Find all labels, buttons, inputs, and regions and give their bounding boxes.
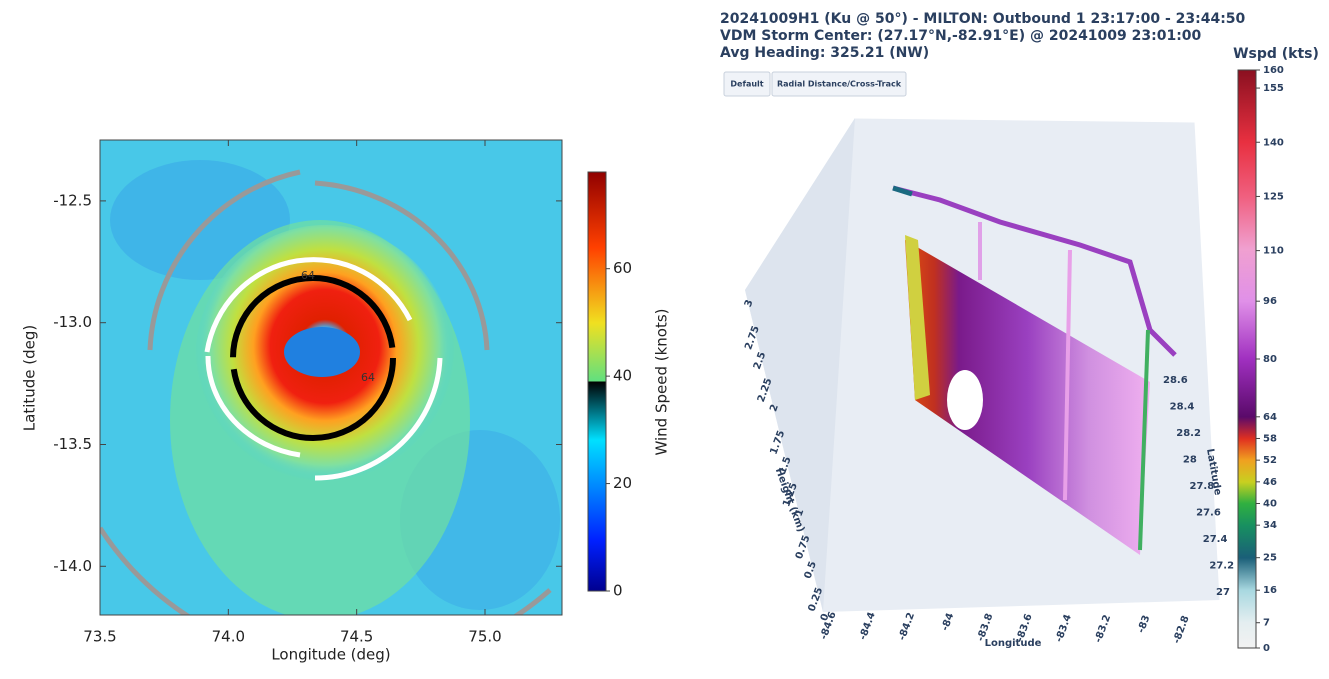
y-tick-label: -13.5 [53, 435, 92, 453]
colorbar-tick-label: 0 [613, 582, 623, 600]
colorbar-tick-label: 80 [1263, 354, 1277, 365]
view-button-label[interactable]: Default [730, 80, 763, 89]
colorbar-tick-label: 16 [1263, 585, 1277, 596]
x-tick-label: 74.5 [340, 628, 373, 646]
x-tick-label: 73.5 [83, 628, 116, 646]
x-tick-label: -84 [940, 612, 957, 633]
colorbar-tick-label: 34 [1263, 520, 1277, 531]
colorbar-tick-label: 96 [1263, 296, 1277, 307]
colorbar-tick-label: 60 [613, 259, 632, 277]
y-tick-label: 28.2 [1176, 428, 1201, 439]
view-button-label[interactable]: Radial Distance/Cross-Track [777, 80, 902, 89]
wind-field [100, 140, 562, 615]
y-tick-label: -12.5 [53, 191, 92, 209]
chart-title: VDM Storm Center: (27.17°N,-82.91°E) @ 2… [720, 28, 1202, 44]
z-tick-label: 0 [819, 612, 832, 622]
view-button[interactable] [771, 71, 907, 97]
colorbar-tick-label: 20 [613, 474, 632, 492]
colorbar-tick-label: 64 [1263, 412, 1277, 423]
x-tick-label: -84.4 [858, 611, 878, 642]
y-tick-label: 27.2 [1209, 561, 1234, 572]
y-tick-label: 27.4 [1203, 534, 1228, 545]
x-tick-label: 74.0 [212, 628, 245, 646]
x-tick-label: -83 [1136, 614, 1153, 635]
chart-title: 20241009H1 (Ku @ 50°) - MILTON: Outbound… [720, 11, 1246, 27]
right-chart: 20241009H1 (Ku @ 50°) - MILTON: Outbound… [720, 11, 1319, 654]
y-tick-label: -13.0 [53, 313, 92, 331]
colorbar-tick-label: 25 [1263, 553, 1277, 564]
z-tick-label: 2 [768, 403, 781, 413]
colorbar-tick-label: 40 [613, 367, 632, 385]
view-button[interactable] [723, 71, 771, 97]
y-tick-label: -14.0 [53, 557, 92, 575]
colorbar-tick-label: 140 [1263, 137, 1284, 148]
colorbar-tick-label: 58 [1263, 433, 1277, 444]
colorbar [1237, 69, 1257, 649]
left-chart: 73.5 74.0 74.5 75.0 -12.5 -13.0 -13.5 -14.0 Long… [21, 140, 671, 664]
colorbar-tick-label: 0 [1263, 643, 1270, 654]
z-tick-label: 3 [743, 298, 756, 308]
z-tick-label: 1 [794, 508, 807, 518]
x-axis-label: Longitude [985, 638, 1042, 649]
x-tick-label: -83.2 [1093, 613, 1113, 644]
x-tick-label: -83.4 [1054, 613, 1074, 644]
scene [745, 117, 1221, 612]
colorbar-tick-label: 7 [1263, 618, 1270, 629]
plot-frame [99, 139, 563, 616]
colorbar-tick-label: 125 [1263, 191, 1284, 202]
y-axis-label: Latitude (deg) [21, 325, 39, 431]
colorbar-label: Wind Speed (knots) [653, 308, 671, 455]
x-tick-label: -84.2 [897, 611, 917, 642]
colorbar [587, 171, 607, 592]
colorbar-tick-label: 110 [1263, 246, 1284, 257]
y-tick-label: 27 [1216, 587, 1230, 598]
colorbar-label: Wspd (kts) [1233, 46, 1319, 62]
colorbar-tick-label: 46 [1263, 477, 1277, 488]
contour-label: 64 [301, 269, 315, 282]
colorbar-tick-label: 52 [1263, 455, 1277, 466]
colorbar-tick-label: 160 [1263, 65, 1284, 76]
x-tick-label: -82.8 [1171, 614, 1191, 645]
colorbar-tick-label: 155 [1263, 83, 1284, 94]
y-tick-label: 28 [1183, 455, 1197, 466]
x-axis-label: Longitude (deg) [271, 646, 390, 664]
x-tick-label: 75.0 [468, 628, 501, 646]
y-tick-label: 28.4 [1170, 402, 1195, 413]
y-tick-label: 28.6 [1163, 375, 1188, 386]
chart-title: Avg Heading: 325.21 (NW) [720, 45, 929, 61]
colorbar-tick-label: 40 [1263, 499, 1277, 510]
contour-label: 64 [361, 371, 375, 384]
y-tick-label: 27.8 [1190, 481, 1215, 492]
y-tick-label: 27.6 [1196, 508, 1221, 519]
